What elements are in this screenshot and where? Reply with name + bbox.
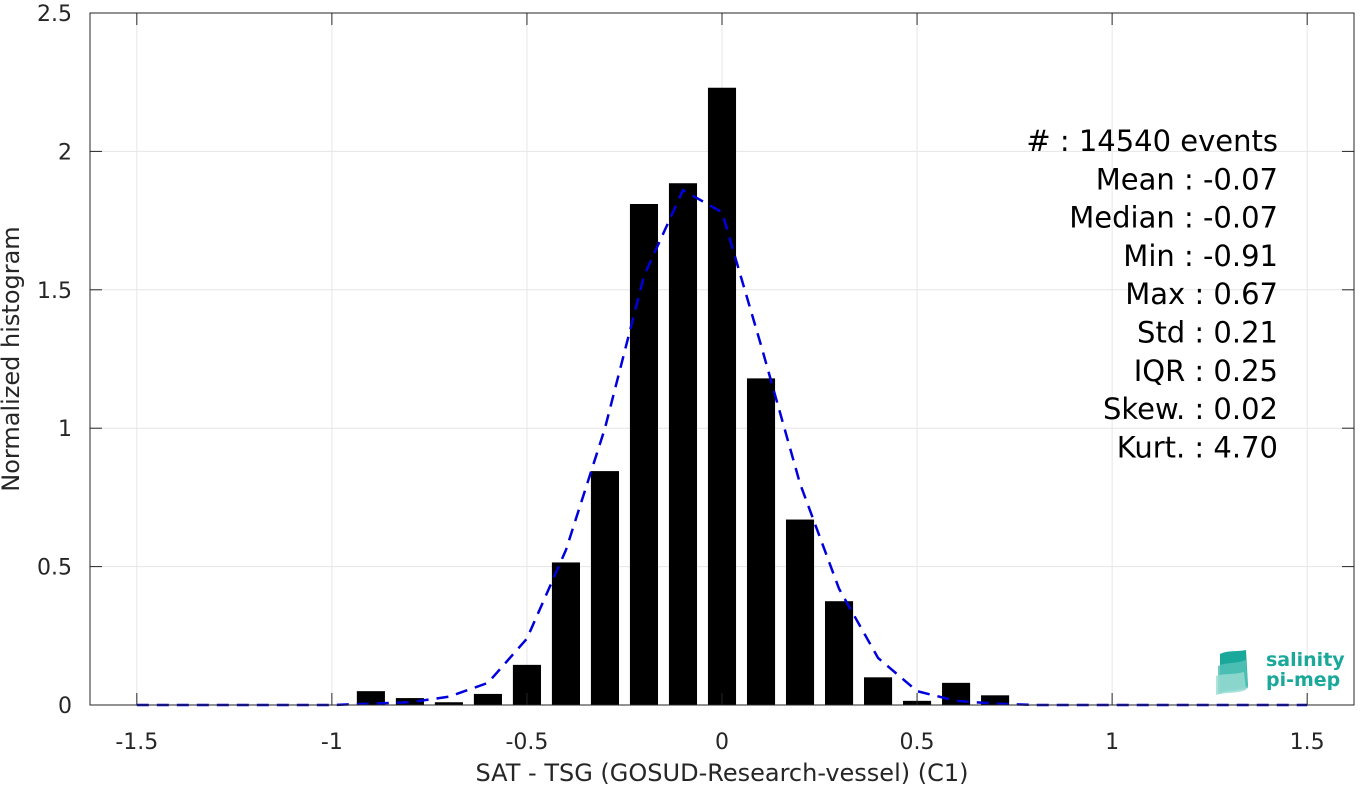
x-tick-label: 0	[715, 730, 729, 755]
y-axis-label: Normalized histogram	[0, 226, 25, 491]
histogram-bar	[981, 695, 1010, 705]
histogram-bar	[668, 183, 698, 705]
salinity-pi-mep-logo: salinity pi-mep	[1216, 649, 1345, 695]
stat-line: IQR : 0.25	[1134, 354, 1278, 388]
y-tick-label: 2.5	[37, 2, 72, 27]
x-tick-label: 1.5	[1290, 730, 1325, 755]
histogram-bar	[824, 601, 854, 705]
tick-marks	[90, 12, 1354, 706]
y-tick-label: 0	[58, 694, 72, 719]
histogram-bar	[395, 698, 424, 705]
y-tick-label: 1.5	[37, 279, 72, 304]
stat-line: # : 14540 events	[1026, 124, 1278, 158]
x-tick-label: -1.5	[115, 730, 158, 755]
histogram-bar	[629, 203, 659, 705]
bars	[356, 87, 1010, 705]
histogram-bar	[434, 702, 463, 705]
statistics-box: # : 14540 events Mean : -0.07 Median : -0.…	[1026, 124, 1278, 464]
wave-icon	[1216, 650, 1248, 695]
histogram-bar	[473, 693, 502, 705]
y-tick-label: 1	[58, 417, 72, 442]
logo-text-line2: pi-mep	[1266, 669, 1340, 691]
y-tick-labels: 0 0.5 1 1.5 2 2.5	[37, 2, 72, 719]
x-axis-label: SAT - TSG (GOSUD-Research-vessel) (C1)	[476, 759, 969, 785]
stat-line: Min : -0.91	[1123, 239, 1278, 273]
histogram-bar	[551, 562, 580, 705]
x-tick-label: 0.5	[900, 730, 935, 755]
x-tick-label: -1	[321, 730, 343, 755]
logo-text-line1: salinity	[1266, 649, 1345, 671]
histogram-bar	[785, 519, 815, 705]
stat-line: Median : -0.07	[1069, 201, 1278, 235]
stat-line: Kurt. : 4.70	[1117, 430, 1278, 464]
y-tick-label: 0.5	[37, 556, 72, 581]
y-tick-label: 2	[58, 140, 72, 165]
histogram-bar	[356, 691, 385, 705]
x-tick-label: 1	[1105, 730, 1119, 755]
stat-line: Skew. : 0.02	[1103, 392, 1278, 426]
stat-line: Mean : -0.07	[1096, 162, 1278, 196]
histogram-bar	[942, 682, 971, 705]
stat-line: Std : 0.21	[1137, 316, 1278, 350]
x-tick-label: -0.5	[505, 730, 548, 755]
histogram-bar	[864, 677, 893, 705]
histogram-bar	[707, 87, 737, 705]
x-tick-labels: -1.5 -1 -0.5 0 0.5 1 1.5	[115, 730, 1324, 755]
histogram-bar	[590, 471, 620, 705]
stat-line: Max : 0.67	[1125, 277, 1278, 311]
histogram-bar	[746, 378, 776, 705]
